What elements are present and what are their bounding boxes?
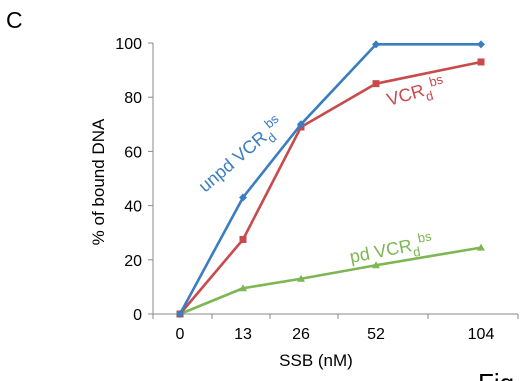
series-label-superscript: bs (416, 228, 433, 245)
axes: 0 20 40 60 80 100 0 13 26 52 104 (115, 36, 519, 343)
data-point (477, 243, 485, 251)
series-line (178, 60, 483, 316)
series-label-name: VCR (385, 80, 427, 110)
x-tick-label: 104 (468, 326, 495, 343)
corner-text: Fig (478, 368, 514, 381)
data-point (239, 193, 247, 202)
data-point (297, 120, 305, 129)
x-axis-label: SSB (nM) (279, 351, 353, 370)
series-label-name: pd VCR (348, 235, 414, 267)
series-label-subscript: d (424, 88, 435, 104)
series-0 (176, 40, 485, 318)
y-tick-label: 0 (133, 307, 142, 324)
data-point (239, 284, 247, 292)
series-layer (176, 40, 485, 318)
x-tick-label: 52 (367, 326, 385, 343)
series-1 (176, 58, 485, 318)
data-point (477, 40, 485, 49)
data-point (477, 58, 485, 66)
y-tick-label: 100 (115, 36, 142, 53)
series-2 (176, 243, 485, 317)
data-point (297, 274, 305, 282)
x-tick-label: 26 (292, 326, 310, 343)
y-tick-label: 20 (124, 253, 142, 270)
data-point (176, 310, 184, 318)
data-point (372, 80, 380, 88)
data-point (239, 235, 247, 243)
series-label: pd VCRdbs (347, 228, 435, 272)
x-tick-label: 13 (234, 326, 252, 343)
series-label-superscript: bs (427, 71, 445, 89)
series-label-subscript: d (412, 244, 422, 260)
series-label-name: unpd VCR (195, 127, 271, 196)
y-tick-label: 80 (124, 90, 142, 107)
y-axis-label: % of bound DNA (89, 118, 108, 245)
series-line (178, 246, 483, 316)
y-tick-label: 60 (124, 144, 142, 161)
series-label: VCRdbs (384, 71, 449, 114)
data-point (372, 40, 380, 49)
y-tick-label: 40 (124, 199, 142, 216)
panel-label: C (6, 7, 23, 33)
data-point (372, 261, 380, 269)
series-label-superscript: bs (261, 111, 282, 132)
x-tick-label: 0 (176, 326, 185, 343)
